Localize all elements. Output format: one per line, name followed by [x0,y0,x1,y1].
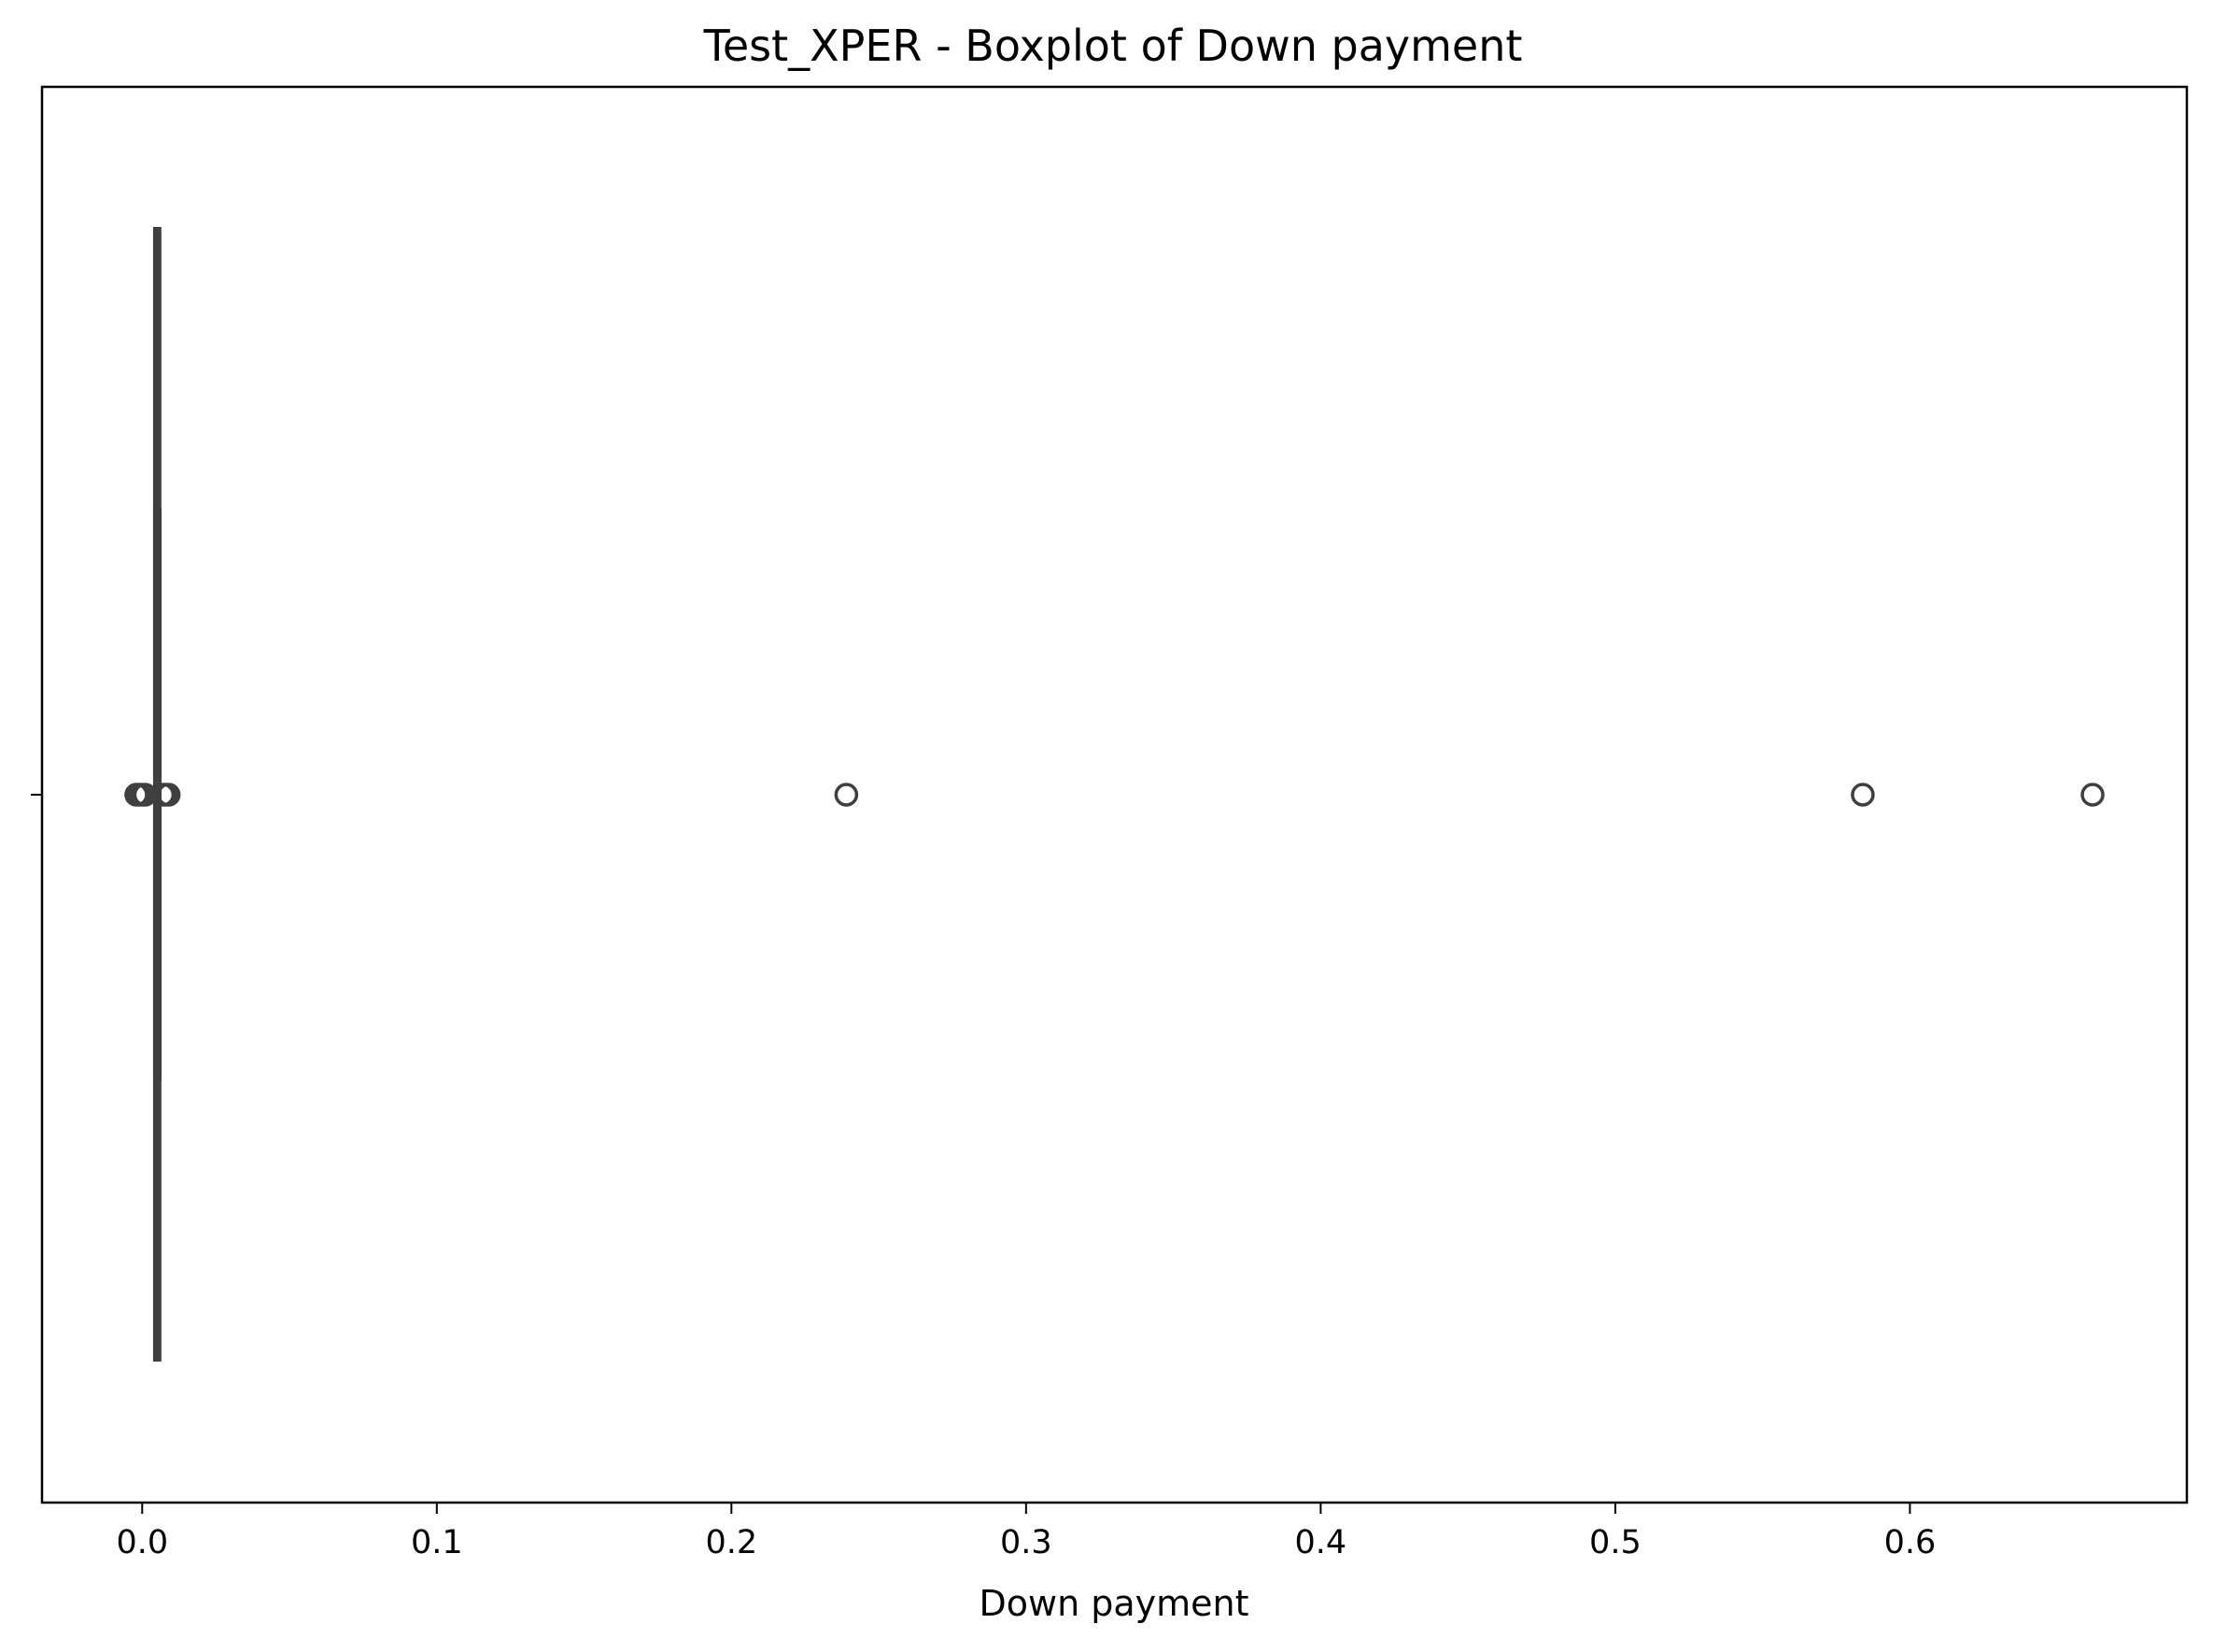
x-axis-label: Down payment [979,1583,1248,1624]
x-axis: 0.0 0.1 0.2 0.3 0.4 0.5 0.6 [116,1503,1936,1561]
x-tick-label: 0.0 [116,1524,168,1561]
outlier-point [834,783,859,807]
outlier-point [1851,783,1875,807]
x-tick-label: 0.2 [705,1524,757,1561]
x-tick-label: 0.6 [1884,1524,1937,1561]
plot-area [124,227,2105,1362]
outlier-point [2080,783,2105,807]
outlier-point [156,783,181,807]
x-tick-label: 0.1 [411,1524,463,1561]
x-tick-label: 0.4 [1295,1524,1347,1561]
x-tick-label: 0.5 [1589,1524,1642,1561]
chart-title: Test_XPER - Boxplot of Down payment [703,21,1523,71]
axes-frame [40,85,2189,1504]
x-tick-label: 0.3 [1000,1524,1052,1561]
